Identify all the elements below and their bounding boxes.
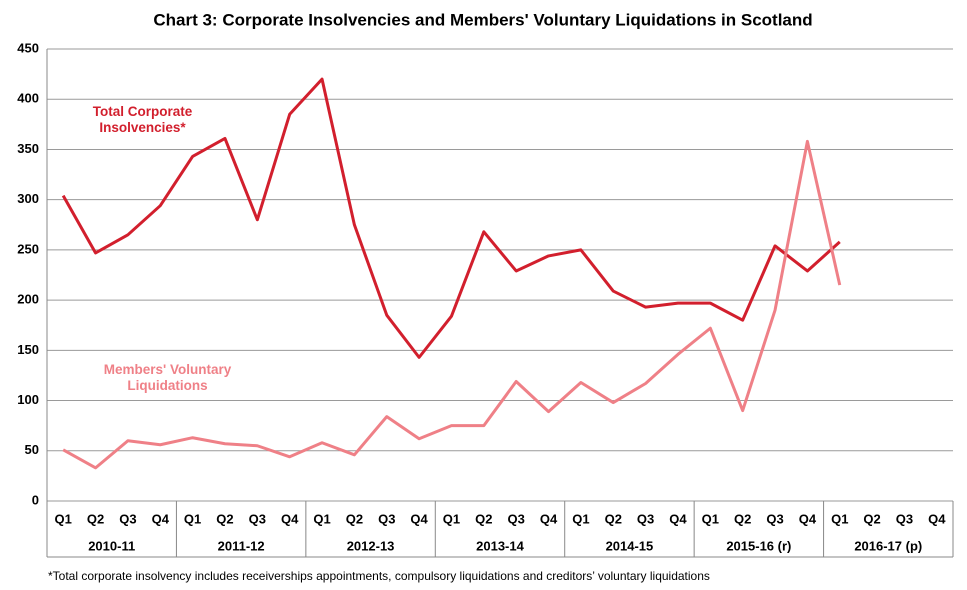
- chart-title: Chart 3: Corporate Insolvencies and Memb…: [153, 10, 812, 29]
- x-group-label: 2014-15: [606, 538, 654, 553]
- x-tick-label: Q2: [87, 511, 104, 526]
- x-tick-label: Q4: [281, 511, 299, 526]
- y-tick-label: 200: [17, 292, 39, 307]
- x-group-label: 2012-13: [347, 538, 395, 553]
- x-tick-label: Q2: [475, 511, 492, 526]
- y-tick-label: 0: [32, 492, 39, 507]
- x-tick-label: Q2: [216, 511, 233, 526]
- x-tick-label: Q3: [249, 511, 266, 526]
- x-tick-label: Q3: [766, 511, 783, 526]
- x-tick-label: Q4: [799, 511, 817, 526]
- x-tick-label: Q4: [152, 511, 170, 526]
- x-tick-label: Q1: [184, 511, 201, 526]
- y-tick-label: 150: [17, 342, 39, 357]
- y-tick-label: 50: [25, 442, 39, 457]
- x-tick-label: Q3: [896, 511, 913, 526]
- x-group-label: 2011-12: [218, 538, 265, 553]
- series-label: Total Corporate Insolvencies*: [92, 104, 193, 135]
- x-tick-label: Q2: [734, 511, 751, 526]
- y-tick-label: 450: [17, 40, 39, 55]
- series-line: [62, 139, 842, 470]
- series-line: [61, 77, 841, 359]
- x-group-label: 2015-16 (r): [726, 538, 791, 553]
- y-tick-label: 300: [17, 191, 39, 206]
- x-tick-label: Q1: [313, 511, 330, 526]
- x-tick-label: Q2: [863, 511, 880, 526]
- x-tick-label: Q3: [508, 511, 525, 526]
- x-tick-label: Q2: [346, 511, 363, 526]
- x-tick-label: Q4: [410, 511, 428, 526]
- x-tick-label: Q3: [637, 511, 654, 526]
- x-group-label: 2013-14: [476, 538, 524, 553]
- x-tick-label: Q2: [605, 511, 622, 526]
- x-tick-label: Q4: [669, 511, 687, 526]
- series-label: Members' Voluntary Liquidations: [103, 362, 232, 393]
- y-tick-label: 350: [17, 141, 39, 156]
- x-tick-label: Q4: [928, 511, 946, 526]
- x-tick-label: Q1: [55, 511, 72, 526]
- x-tick-label: Q1: [572, 511, 589, 526]
- x-group-label: 2010-11: [88, 538, 135, 553]
- y-tick-label: 250: [17, 241, 39, 256]
- y-tick-label: 400: [17, 91, 39, 106]
- x-tick-label: Q4: [540, 511, 558, 526]
- x-tick-label: Q3: [119, 511, 136, 526]
- x-tick-label: Q1: [831, 511, 848, 526]
- x-tick-label: Q1: [702, 511, 719, 526]
- y-tick-label: 100: [17, 392, 39, 407]
- footnote: *Total corporate insolvency includes rec…: [48, 569, 710, 583]
- x-group-label: 2016-17 (p): [854, 538, 922, 553]
- x-tick-label: Q1: [443, 511, 460, 526]
- x-tick-label: Q3: [378, 511, 395, 526]
